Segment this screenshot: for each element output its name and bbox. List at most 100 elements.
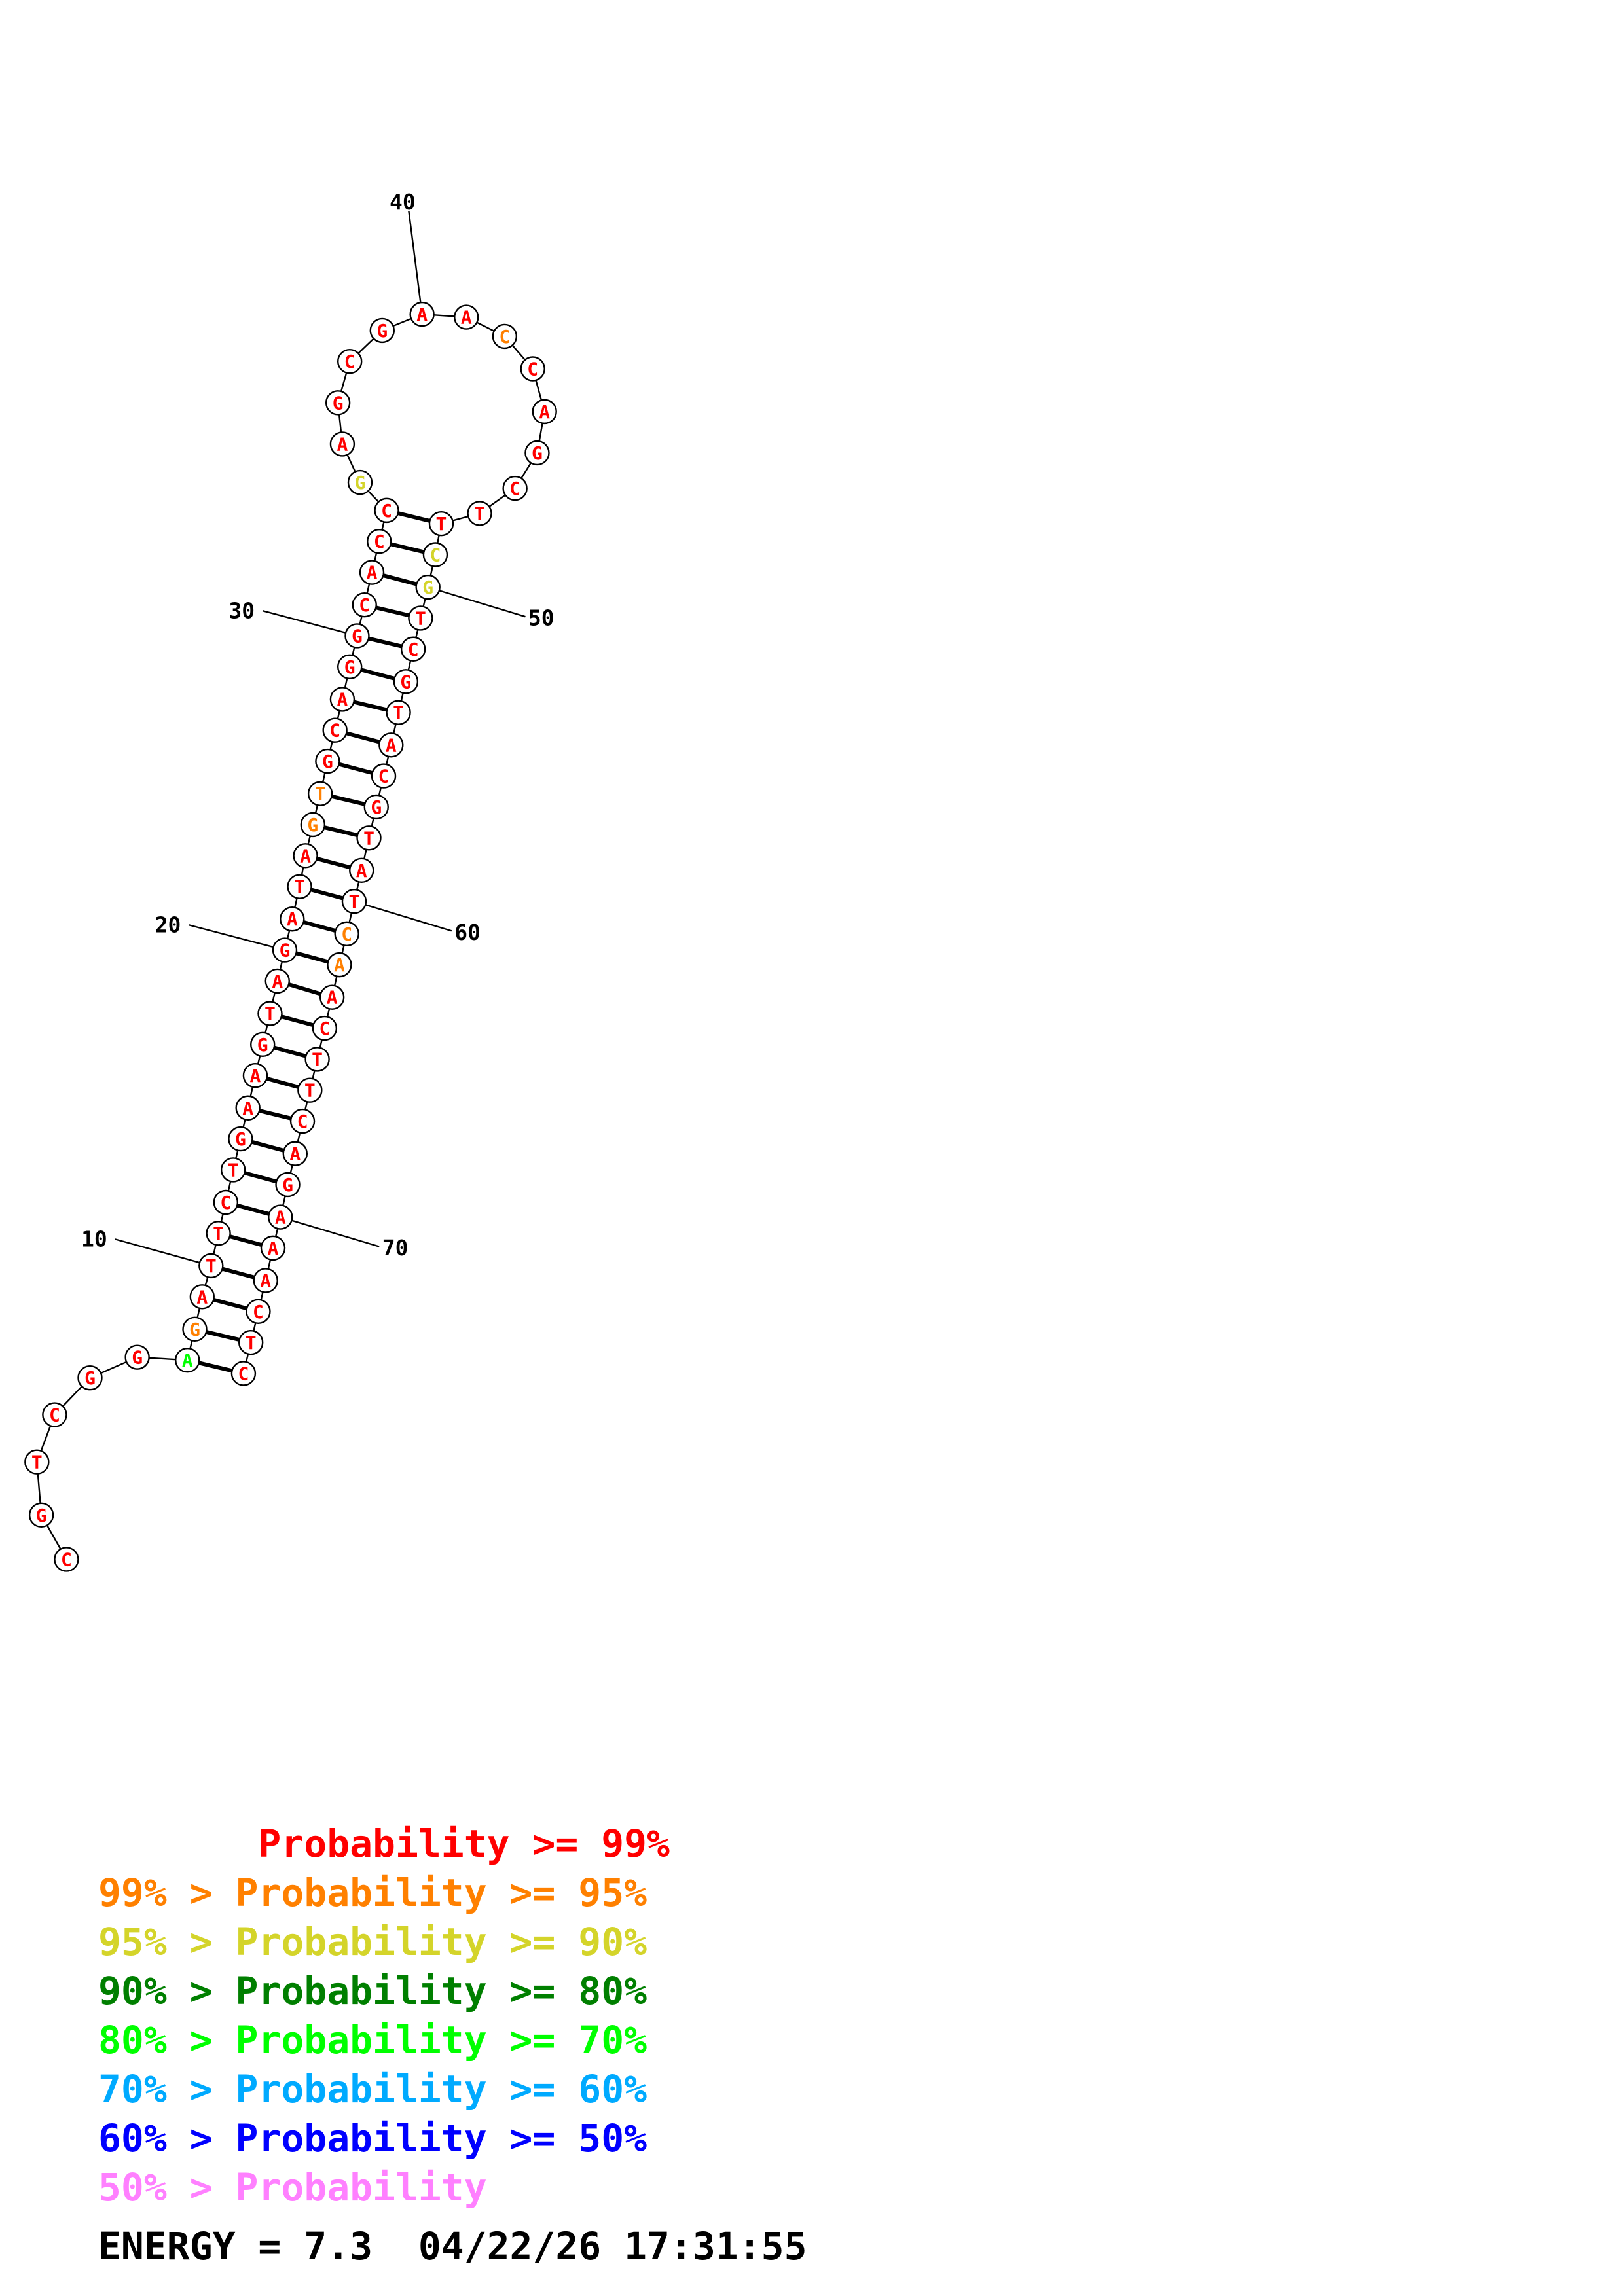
nucleotide-circle	[532, 399, 557, 425]
nucleotide-circle	[175, 1347, 200, 1373]
nucleotide-34: C	[374, 497, 399, 524]
nucleotide-letter: G	[371, 797, 382, 818]
nucleotide-letter: A	[539, 401, 550, 423]
legend-row-90: 95% > Probability >= 90%	[98, 1920, 647, 1964]
nucleotide-letter: A	[242, 1098, 253, 1119]
nucleotide-2: G	[28, 1502, 54, 1528]
nucleotide-29: G	[337, 654, 363, 680]
index-labels: 10 20 30 40 50 60 70	[81, 189, 555, 1261]
nucleotide-letter: A	[250, 1065, 261, 1086]
nucleotide-51: T	[408, 605, 433, 631]
nucleotide-letter: T	[264, 1003, 276, 1024]
nucleotide-46: C	[502, 475, 528, 501]
nucleotide-22: T	[287, 874, 312, 899]
nucleotide-letter: C	[344, 351, 356, 372]
nucleotide-letter: A	[327, 987, 338, 1009]
nucleotide-circle	[408, 605, 433, 631]
nucleotide-letter: T	[31, 1452, 43, 1473]
nucleotide-circle	[334, 921, 359, 946]
nucleotide-65: T	[304, 1047, 330, 1072]
nucleotide-32: A	[359, 560, 385, 585]
legend-row-99: Probability >= 99%	[98, 1821, 670, 1866]
nucleotide-letter: A	[334, 954, 345, 976]
nucleotide-circle	[329, 431, 356, 457]
legend-row-below-50: 50% > Probability	[98, 2165, 487, 2210]
nucleotide-41: A	[454, 304, 479, 330]
nucleotide-letter: C	[253, 1301, 264, 1323]
nucleotide-letter: G	[36, 1505, 47, 1526]
nucleotide-circle	[502, 475, 528, 501]
nucleotide-circle	[337, 349, 363, 374]
nucleotide-letter: C	[381, 500, 392, 522]
nucleotide-10: T	[198, 1253, 224, 1279]
nucleotide-circle	[344, 623, 370, 649]
legend-row-50: 60% > Probability >= 50%	[98, 2116, 647, 2161]
nucleotide-circle	[329, 687, 356, 712]
nucleotide-letter: T	[206, 1255, 217, 1277]
nucleotide-circle	[315, 748, 340, 774]
nucleotide-circle	[220, 1157, 246, 1183]
nucleotide-64: C	[312, 1015, 338, 1041]
nucleotide-circle	[264, 968, 290, 994]
nucleotide-circle	[352, 592, 377, 618]
nucleotide-circle	[124, 1344, 150, 1370]
nucleotide-letter: A	[289, 1143, 301, 1165]
nucleotide-letter: G	[307, 814, 318, 836]
nucleotide-letter: A	[337, 689, 348, 710]
nucleotide-circle	[454, 304, 479, 330]
nucleotide-circle	[374, 497, 399, 524]
nucleotide-62: A	[327, 952, 352, 978]
nucleotide-50: G	[415, 574, 441, 600]
nucleotide-letter: C	[359, 594, 370, 616]
index-label-10: 10	[81, 1227, 107, 1252]
nucleotide-letter: G	[532, 442, 543, 464]
nucleotide-letter: G	[352, 625, 363, 647]
nucleotide-circle	[415, 574, 441, 600]
index-label-30: 30	[228, 598, 255, 623]
nucleotide-45: G	[524, 440, 550, 466]
nucleotide-16: A	[242, 1062, 268, 1088]
nucleotide-letter: C	[509, 478, 520, 499]
nucleotide-letter: G	[422, 577, 433, 598]
nucleotide-letter: A	[300, 845, 311, 867]
nucleotide-42: C	[492, 323, 518, 350]
nucleotide-circle	[182, 1316, 208, 1342]
nucleotide-circle	[282, 1141, 308, 1166]
nucleotide-circle	[304, 1047, 330, 1072]
legend-row-95: 99% > Probability >= 95%	[98, 1871, 647, 1915]
nucleotide-circle	[312, 1015, 338, 1041]
nucleotide-23: A	[293, 843, 318, 869]
nucleotide-letter: T	[415, 607, 426, 629]
nucleotide-circle	[322, 717, 348, 743]
nucleotide-letter: G	[333, 392, 344, 414]
nucleotide-19: A	[264, 968, 290, 994]
nucleotide-letter: C	[238, 1363, 249, 1384]
nucleotide-letter: T	[349, 891, 360, 912]
nucleotide-letter: C	[378, 766, 390, 787]
nucleotide-5: G	[77, 1365, 103, 1391]
index-tick-50	[428, 586, 526, 618]
nucleotide-28: A	[329, 687, 356, 712]
nucleotide-37: G	[325, 390, 351, 416]
nucleotide-26: G	[315, 748, 340, 774]
nucleotide-circle	[287, 874, 312, 899]
nucleotide-circle	[24, 1449, 50, 1475]
nucleotide-20: G	[272, 937, 298, 963]
nucleotide-letter: T	[304, 1080, 316, 1102]
nucleotide-letter: C	[374, 531, 385, 552]
nucleotide-21: A	[280, 906, 305, 932]
nucleotide-letter: C	[527, 359, 538, 380]
nucleotide-12: C	[213, 1189, 239, 1215]
nucleotide-58: T	[356, 825, 382, 851]
nucleotide-circle	[280, 906, 305, 932]
nucleotide-15: A	[235, 1095, 261, 1121]
nucleotide-letter: G	[282, 1174, 293, 1196]
nucleotide-17: G	[250, 1031, 276, 1058]
nucleotide-circle	[371, 763, 397, 789]
nucleotide-letter: G	[322, 751, 333, 772]
index-label-40: 40	[390, 189, 416, 215]
nucleotide-letter: G	[376, 320, 388, 342]
nucleotide-letter: C	[341, 924, 352, 945]
nucleotide-38: C	[337, 349, 363, 374]
